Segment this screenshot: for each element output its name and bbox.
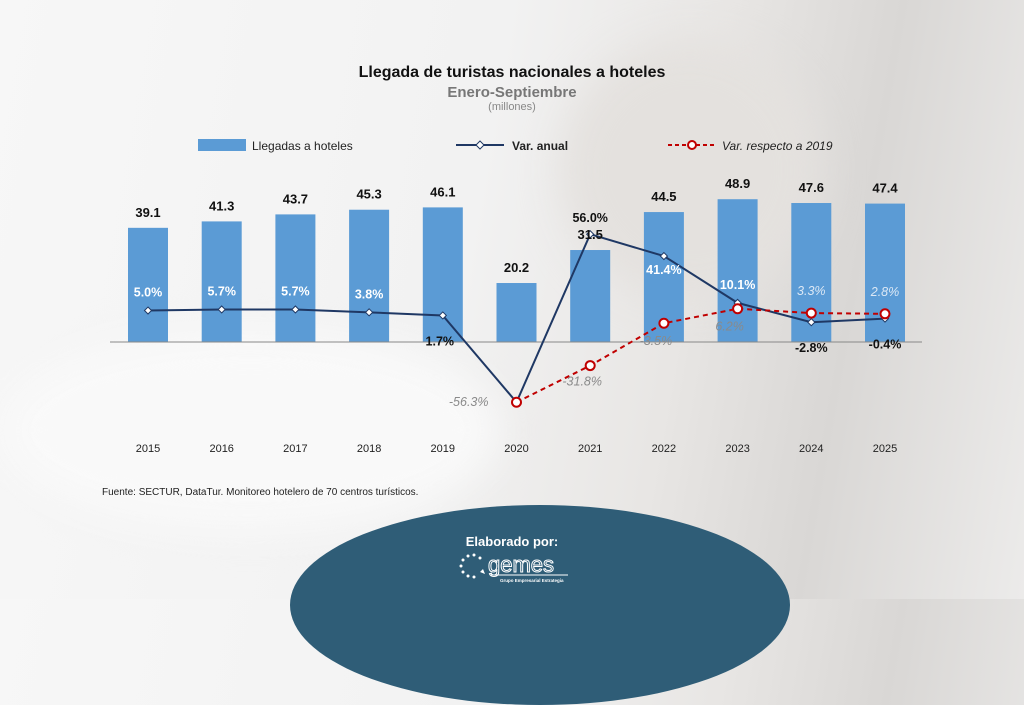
logo-dots-icon	[459, 553, 485, 579]
logo-tagline: Grupo Empresarial Estrategia	[500, 578, 564, 583]
chart: Llegadas a hoteles Var. anual Var. respe…	[110, 139, 922, 455]
var-anual-marker-2024	[807, 317, 816, 327]
gemes-logo: gemes Grupo Empresarial Estrategia	[459, 552, 568, 583]
x-tick-label-2025: 2025	[873, 443, 897, 455]
x-tick-label-2017: 2017	[283, 443, 307, 455]
legend-var-2019-marker	[687, 140, 697, 150]
bar-value-label-2018: 45.3	[356, 187, 381, 202]
x-tick-label-2015: 2015	[136, 443, 160, 455]
legend-var-2019-label: Var. respecto a 2019	[722, 139, 833, 153]
var-2019-marker-2020	[511, 396, 522, 408]
chart-subtitle: Enero-Septiembre	[447, 84, 577, 101]
bar-2015	[128, 227, 168, 342]
chart-unit: (millones)	[488, 101, 536, 113]
bar-value-label-2020: 20.2	[504, 260, 529, 275]
var-anual-label-2025: -0.4%	[869, 338, 902, 352]
bar-2020	[496, 283, 537, 342]
var-anual-label-2022: 41.4%	[646, 263, 681, 277]
legend: Llegadas a hoteles Var. anual Var. respe…	[198, 139, 833, 153]
var-2019-label-2023: 6.2%	[715, 320, 744, 334]
var-2019-label-2020: -56.3%	[449, 395, 489, 409]
bar-value-label-2025: 47.4	[872, 181, 898, 196]
background-photo-pillow	[0, 330, 500, 530]
var-anual-label-2018: 3.8%	[355, 287, 384, 301]
var-anual-label-2023: 10.1%	[720, 278, 755, 292]
bar-2023	[717, 199, 758, 342]
var-anual-marker-2021	[585, 230, 595, 239]
x-tick-label-2024: 2024	[799, 443, 823, 455]
var-anual-marker-2017	[291, 305, 300, 314]
bar-2019	[422, 207, 463, 342]
bar-value-label-2023: 48.9	[725, 176, 750, 191]
var-2019-label-2024: 3.3%	[797, 284, 826, 298]
var-2019-marker-2022	[658, 317, 670, 329]
var-anual-label-2016: 5.7%	[207, 284, 236, 298]
x-tick-label-2023: 2023	[725, 443, 749, 455]
x-tick-label-2022: 2022	[652, 443, 676, 455]
footer-label: Elaborado por:	[465, 534, 559, 549]
var-2019-label-2025: 2.8%	[870, 285, 900, 299]
bar-2017	[275, 214, 316, 342]
bar-value-label-2021: 31.5	[578, 227, 603, 242]
var-2019-marker-2021	[584, 360, 596, 372]
x-tick-label-2018: 2018	[357, 443, 381, 455]
bar-value-label-2016: 41.3	[209, 198, 234, 213]
bar-value-label-2015: 39.1	[135, 205, 160, 220]
var-2019-label-2022: -3.5%	[640, 334, 673, 348]
x-tick-label-2019: 2019	[431, 443, 455, 455]
x-tick-label-2021: 2021	[578, 443, 602, 455]
var-anual-label-2017: 5.7%	[281, 284, 310, 298]
var-anual-label-2015: 5.0%	[134, 286, 163, 300]
bar-2018	[349, 209, 390, 342]
chart-title: Llegada de turistas nacionales a hoteles	[358, 64, 666, 81]
var-2019-marker-2023	[732, 303, 744, 315]
x-tick-label-2016: 2016	[209, 443, 233, 455]
bar-value-label-2019: 46.1	[430, 184, 455, 199]
var-2019-marker-2025	[879, 308, 891, 320]
legend-bar-label: Llegadas a hoteles	[252, 139, 353, 153]
bar-value-label-2017: 43.7	[283, 191, 308, 206]
var-anual-marker-2019	[438, 311, 448, 320]
bar-value-label-2024: 47.6	[799, 180, 824, 195]
legend-var-anual-marker	[475, 140, 485, 150]
var-anual-label-2024: -2.8%	[795, 341, 828, 355]
var-2019-marker-2024	[805, 307, 817, 319]
var-2019-line	[516, 307, 886, 404]
var-anual-label-2019: 1.7%	[426, 334, 455, 348]
legend-var-anual-label: Var. anual	[512, 139, 568, 153]
logo-text: gemes	[488, 552, 554, 577]
var-anual-marker-2016	[217, 305, 226, 314]
source-note: Fuente: SECTUR, DataTur. Monitoreo hotel…	[102, 487, 419, 498]
legend-bar-swatch	[198, 139, 246, 151]
var-anual-marker-2018	[364, 308, 374, 317]
var-anual-label-2021: 56.0%	[572, 211, 607, 225]
bar-value-label-2022: 44.5	[651, 189, 676, 204]
var-anual-marker-2022	[659, 251, 669, 261]
var-2019-label-2021: -31.8%	[562, 375, 602, 389]
x-tick-label-2020: 2020	[504, 443, 528, 455]
bar-2016	[201, 221, 242, 342]
var-anual-marker-2015	[143, 306, 153, 315]
